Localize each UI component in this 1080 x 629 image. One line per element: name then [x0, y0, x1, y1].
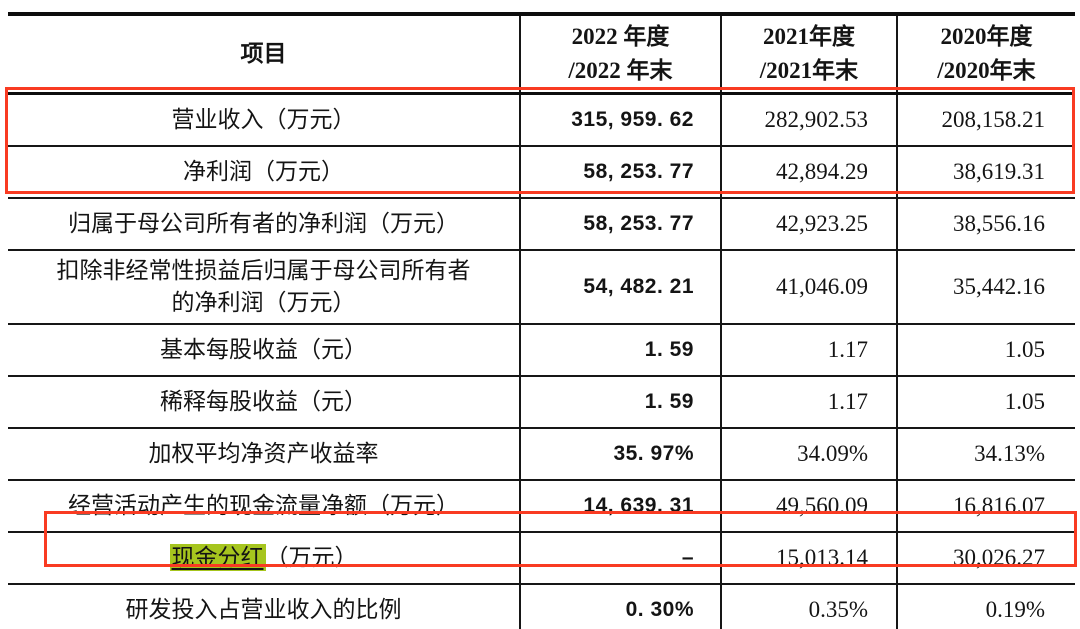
value-2022: 1. 59: [519, 376, 721, 429]
cash-dividend-unit: （万元）: [265, 544, 358, 570]
col-header-2022: 2022 年度 /2022 年末: [519, 14, 721, 95]
value-2021: 0.35%: [720, 584, 897, 629]
header-row: 项目 2022 年度 /2022 年末 2021年度 /2021年末 2020年…: [8, 14, 1075, 95]
row-cash-dividend: 现金分红（万元） – 15,013.14 30,026.27: [8, 532, 1075, 585]
highlight-cash-dividend: 现金分红: [169, 543, 266, 571]
row-basic-eps: 基本每股收益（元） 1. 59 1.17 1.05: [8, 324, 1075, 377]
value-2020: 16,816.07: [896, 480, 1075, 533]
value-2022: 54, 482. 21: [519, 250, 721, 325]
value-2021: 41,046.09: [720, 250, 897, 325]
value-2022: 58, 253. 77: [519, 146, 721, 199]
item-label: 营业收入（万元）: [8, 93, 520, 147]
row-net-profit-deducted: 扣除非经常性损益后归属于母公司所有者 的净利润（万元） 54, 482. 21 …: [8, 250, 1075, 325]
value-2020: 1.05: [896, 324, 1075, 377]
value-2020: 34.13%: [896, 428, 1075, 481]
col-header-2021: 2021年度 /2021年末: [720, 14, 897, 95]
item-label: 扣除非经常性损益后归属于母公司所有者 的净利润（万元）: [8, 250, 520, 325]
item-label: 基本每股收益（元）: [8, 324, 520, 377]
value-2021: 15,013.14: [720, 532, 897, 585]
value-2022: 315, 959. 62: [519, 93, 721, 147]
item-label: 研发投入占营业收入的比例: [8, 584, 520, 629]
financial-summary-table: 项目 2022 年度 /2022 年末 2021年度 /2021年末 2020年…: [8, 12, 1075, 629]
value-2020: 38,619.31: [896, 146, 1075, 199]
value-2020: 0.19%: [896, 584, 1075, 629]
item-label: 归属于母公司所有者的净利润（万元）: [8, 198, 520, 251]
value-2020: 1.05: [896, 376, 1075, 429]
value-2021: 42,894.29: [720, 146, 897, 199]
value-2020: 35,442.16: [896, 250, 1075, 325]
value-2022: 1. 59: [519, 324, 721, 377]
value-2021: 49,560.09: [720, 480, 897, 533]
value-2022: –: [519, 532, 721, 585]
row-operating-revenue: 营业收入（万元） 315, 959. 62 282,902.53 208,158…: [8, 93, 1075, 147]
value-2021: 1.17: [720, 376, 897, 429]
value-2020: 30,026.27: [896, 532, 1075, 585]
row-net-profit-parent: 归属于母公司所有者的净利润（万元） 58, 253. 77 42,923.25 …: [8, 198, 1075, 251]
row-net-profit: 净利润（万元） 58, 253. 77 42,894.29 38,619.31: [8, 146, 1075, 199]
row-operating-cash-flow: 经营活动产生的现金流量净额（万元） 14, 639. 31 49,560.09 …: [8, 480, 1075, 533]
row-weighted-roe: 加权平均净资产收益率 35. 97% 34.09% 34.13%: [8, 428, 1075, 481]
value-2021: 282,902.53: [720, 93, 897, 147]
item-label: 经营活动产生的现金流量净额（万元）: [8, 480, 520, 533]
value-2022: 14, 639. 31: [519, 480, 721, 533]
value-2021: 42,923.25: [720, 198, 897, 251]
value-2021: 34.09%: [720, 428, 897, 481]
item-label: 加权平均净资产收益率: [8, 428, 520, 481]
col-header-item: 项目: [8, 14, 520, 95]
value-2022: 0. 30%: [519, 584, 721, 629]
col-header-2020: 2020年度 /2020年末: [896, 14, 1075, 95]
row-diluted-eps: 稀释每股收益（元） 1. 59 1.17 1.05: [8, 376, 1075, 429]
item-label: 稀释每股收益（元）: [8, 376, 520, 429]
row-rd-ratio: 研发投入占营业收入的比例 0. 30% 0.35% 0.19%: [8, 584, 1075, 629]
item-label: 净利润（万元）: [8, 146, 520, 199]
value-2020: 208,158.21: [896, 93, 1075, 147]
value-2021: 1.17: [720, 324, 897, 377]
value-2022: 58, 253. 77: [519, 198, 721, 251]
item-label: 现金分红（万元）: [8, 532, 520, 585]
value-2022: 35. 97%: [519, 428, 721, 481]
value-2020: 38,556.16: [896, 198, 1075, 251]
